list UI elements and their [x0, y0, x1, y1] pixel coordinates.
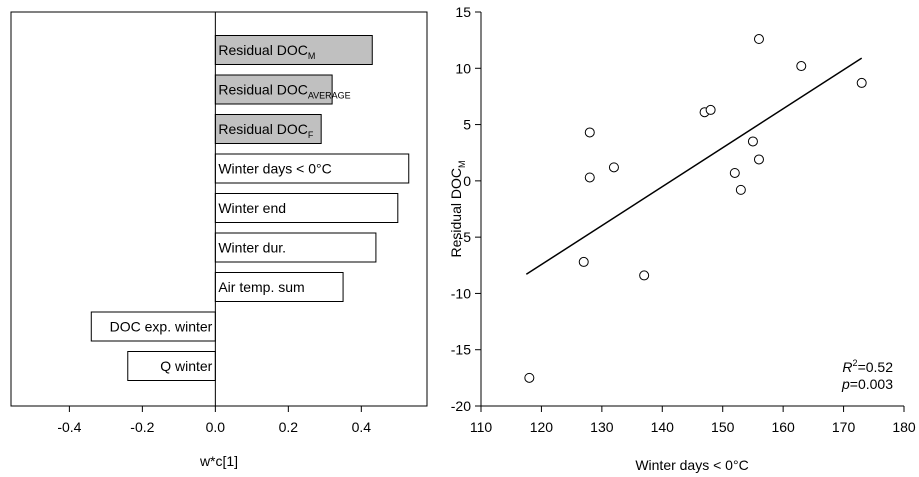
left-plot-frame [10, 11, 428, 407]
y-tick-label: -5 [459, 229, 472, 245]
x-tick-label: 150 [711, 419, 735, 435]
bar [214, 193, 399, 223]
bar-label: Residual DOCF [218, 121, 313, 140]
x-tick-label: 0.2 [279, 419, 299, 435]
bar-label: Air temp. sum [218, 279, 304, 295]
data-point [856, 77, 867, 88]
x-tick-label: 120 [530, 419, 554, 435]
data-point [735, 184, 746, 195]
right-y-ticks: -20 -15 -10 -5 0 5 10 15 [451, 4, 481, 414]
bar [127, 351, 216, 381]
y-tick-label: -20 [451, 398, 471, 414]
bar [214, 114, 322, 144]
x-tick-label: 110 [470, 419, 493, 435]
bar-label: Winter days < 0°C [218, 161, 331, 177]
left-bar-chart: Residual DOCM Residual DOCAVERAGE Residual… [10, 11, 428, 469]
data-point [584, 127, 595, 138]
data-point [753, 154, 764, 165]
y-tick-label: -15 [451, 342, 471, 358]
right-y-axis-title: Residual DOCM [448, 161, 467, 258]
scatter-points [524, 34, 867, 383]
data-point [584, 172, 595, 183]
data-point [747, 136, 758, 147]
bar [214, 153, 410, 184]
p-value-annotation: p=0.003 [841, 376, 893, 392]
y-tick-label: -10 [451, 285, 471, 301]
x-tick-label: 130 [590, 419, 614, 435]
bar-label: Residual DOCAVERAGE [218, 82, 350, 101]
left-x-axis-title: w*c[1] [199, 453, 238, 469]
bar-label: Winter end [218, 200, 286, 216]
right-x-axis-title: Winter days < 0°C [635, 457, 748, 473]
left-bars: Residual DOCM Residual DOCAVERAGE Residual… [90, 35, 410, 381]
y-tick-label: 10 [455, 60, 471, 76]
x-tick-label: 140 [651, 419, 675, 435]
bar [214, 232, 377, 263]
right-x-ticks: 110 120 130 140 150 160 170 180 [470, 406, 916, 435]
bar [90, 311, 216, 342]
data-point [578, 256, 589, 267]
data-point [639, 270, 650, 281]
x-tick-label: 170 [832, 419, 856, 435]
x-tick-label: -0.4 [57, 419, 81, 435]
left-x-ticks: -0.4 -0.2 0.0 0.2 0.4 [57, 406, 371, 435]
bar [214, 35, 373, 65]
y-tick-label: 0 [463, 173, 471, 189]
data-point [796, 61, 807, 72]
y-tick-label: 5 [463, 117, 471, 133]
data-point [608, 162, 619, 173]
data-point [729, 167, 740, 178]
data-point [753, 34, 764, 45]
y-tick-label: 15 [455, 4, 471, 20]
r-squared-annotation: R2=0.52 [842, 358, 893, 375]
x-tick-label: 0.0 [206, 419, 226, 435]
x-tick-label: 160 [771, 419, 795, 435]
bar-label: Q winter [160, 358, 212, 374]
data-point [705, 104, 716, 115]
bar-label: DOC exp. winter [110, 319, 213, 335]
x-tick-label: 0.4 [352, 419, 372, 435]
regression-line [525, 57, 863, 275]
right-axes [480, 12, 904, 407]
x-tick-label: 180 [892, 419, 916, 435]
data-point [524, 372, 535, 383]
bar [214, 74, 333, 105]
bar-label: Winter dur. [218, 240, 286, 256]
x-tick-label: -0.2 [130, 419, 154, 435]
bar-label: Residual DOCM [218, 42, 315, 61]
